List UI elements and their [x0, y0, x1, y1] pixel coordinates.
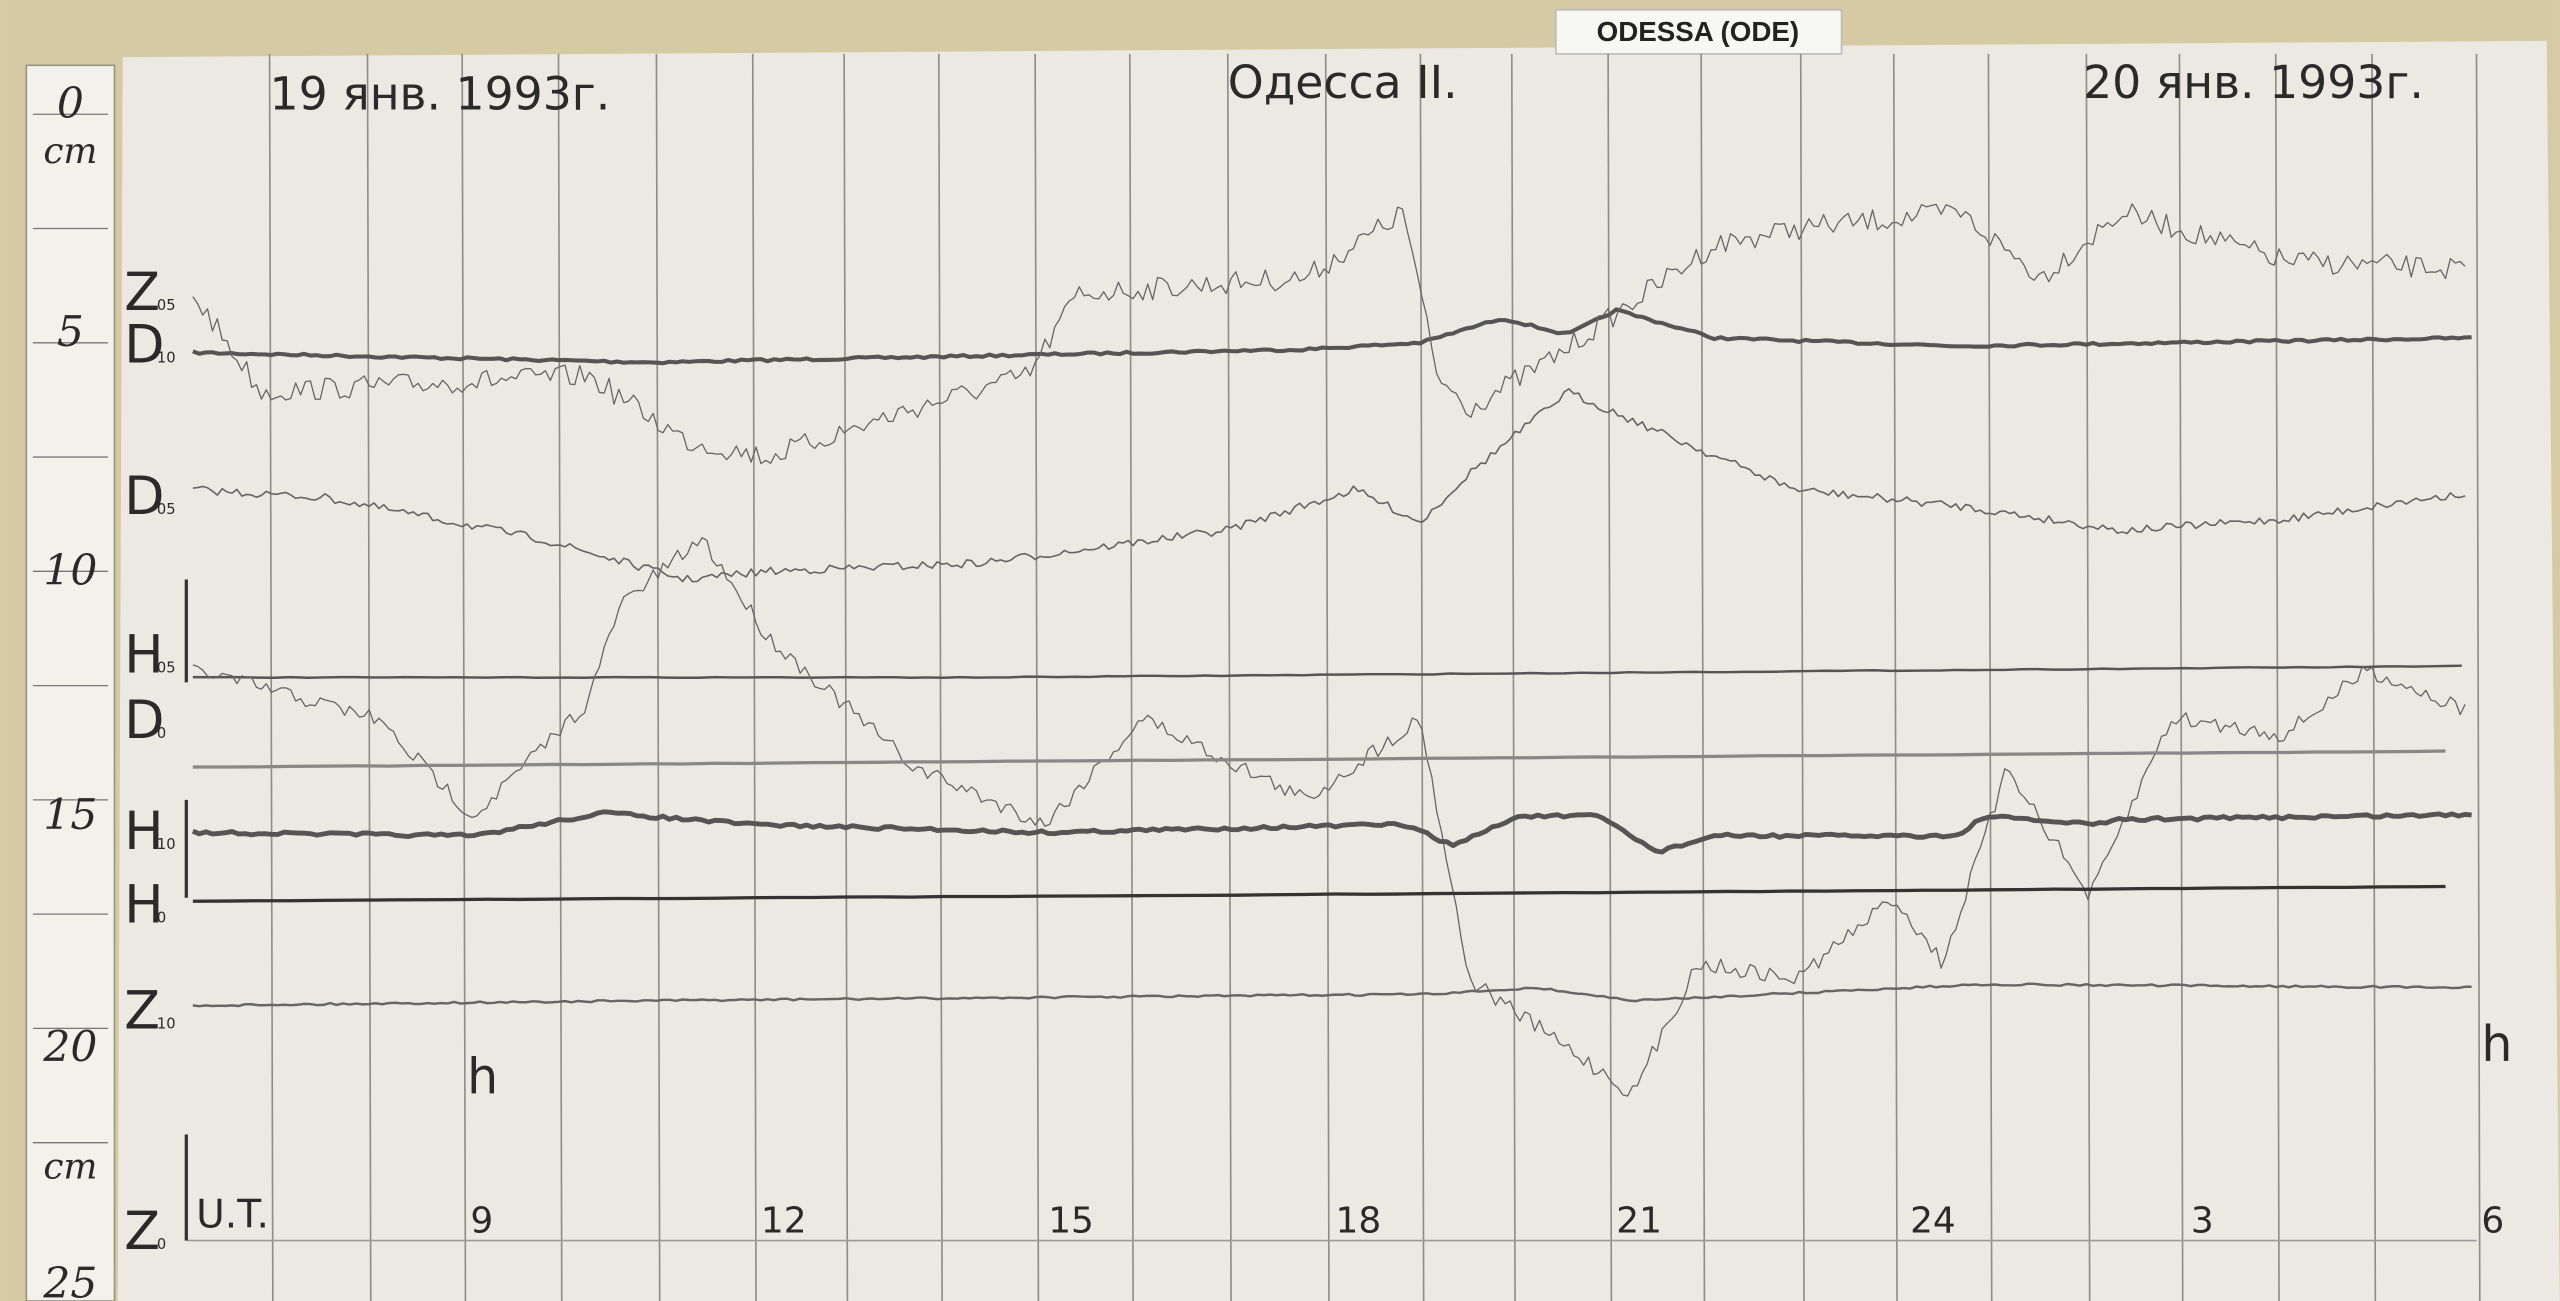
hour-line — [1799, 53, 1805, 1301]
trace — [192, 664, 2462, 679]
paper — [117, 40, 2560, 1301]
trace-letter: Z — [124, 981, 160, 1041]
hour-line — [1607, 53, 1613, 1301]
hour-label: 21 — [1616, 1200, 1662, 1241]
labels: 19 янв. 1993г. Одесса II. 20 янв. 1993г.… — [42, 56, 2512, 1301]
hour-line — [1700, 53, 1706, 1301]
ruler-label: cm — [43, 131, 97, 172]
hour-label: 18 — [1336, 1200, 1382, 1241]
trace-subscript: 0 — [157, 909, 166, 926]
hour-line — [1510, 53, 1516, 1301]
hour-label: 6 — [2481, 1200, 2504, 1241]
trace — [192, 388, 2466, 583]
unit-right: h — [2481, 1016, 2512, 1073]
unit-left: h — [467, 1049, 498, 1106]
ruler-label: 5 — [57, 308, 84, 357]
hour-line — [1419, 53, 1425, 1301]
ruler-label: cm — [43, 1147, 97, 1188]
ruler-label: 0 — [57, 80, 84, 129]
trace-subscript: 05 — [157, 501, 176, 518]
trace — [192, 307, 2472, 366]
trace-subscript: 10 — [157, 836, 176, 853]
trace — [192, 884, 2446, 903]
station-name: Одесса II. — [1228, 56, 1458, 109]
trace-subscript: 05 — [157, 660, 176, 677]
hour-label: 15 — [1048, 1200, 1094, 1241]
hour-line — [2475, 53, 2481, 1301]
hour-line — [2085, 53, 2091, 1301]
trace-subscript: 10 — [157, 349, 176, 366]
ruler-label: 15 — [43, 791, 97, 840]
hour-line — [1892, 53, 1898, 1301]
trace-letter: H — [124, 626, 163, 686]
trace — [192, 982, 2472, 1008]
ruler-label: 20 — [42, 1023, 97, 1072]
station-tag: ODESSA (ODE) — [1597, 16, 1800, 47]
hour-line — [1324, 53, 1330, 1301]
trace-letter: D — [124, 467, 164, 527]
ruler — [25, 64, 116, 1301]
trace-subscript: 0 — [157, 725, 166, 742]
trace-subscript: 0 — [157, 1236, 166, 1253]
hour-line — [1129, 53, 1134, 1301]
trace-letter: Z — [124, 263, 160, 323]
hour-line — [2274, 53, 2280, 1301]
trace — [192, 203, 2466, 465]
traces — [184, 203, 2472, 1241]
trace-subscript: 05 — [157, 297, 176, 314]
trace-letter: D — [124, 315, 164, 375]
hour-line — [1987, 53, 1993, 1301]
right-date: 20 янв. 1993г. — [2083, 56, 2424, 109]
trace-letter: H — [124, 802, 163, 862]
ruler-label: 10 — [43, 546, 97, 595]
hour-label: 12 — [761, 1200, 807, 1241]
trace-letter: Z — [124, 1202, 160, 1262]
hour-line — [2178, 53, 2184, 1301]
trace-subscript: 10 — [157, 1015, 176, 1032]
trace — [192, 749, 2446, 769]
left-date: 19 янв. 1993г. — [270, 67, 611, 120]
trace — [191, 809, 2472, 855]
hour-label: 9 — [470, 1200, 493, 1241]
hour-line — [1226, 53, 1232, 1301]
tag-plate — [1555, 8, 1843, 55]
trace — [192, 537, 2466, 1097]
ruler-label: 25 — [42, 1260, 97, 1301]
trace-letter: D — [124, 691, 164, 751]
hour-label: 24 — [1910, 1200, 1956, 1241]
trace-letter: H — [124, 875, 163, 935]
hour-label: 3 — [2191, 1200, 2214, 1241]
hour-line — [2371, 53, 2377, 1301]
ut-label: U.T. — [196, 1193, 269, 1238]
